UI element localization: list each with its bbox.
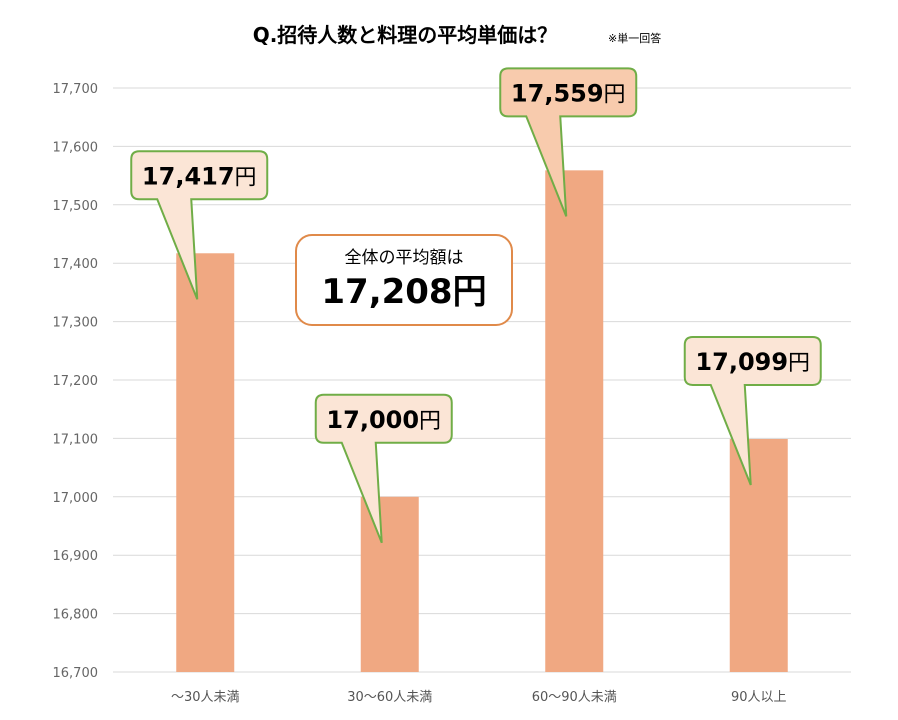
data-callout: 17,099円	[683, 335, 822, 486]
bars	[176, 170, 788, 672]
average-value: 17,208円	[321, 272, 486, 312]
average-box	[295, 234, 513, 326]
x-tick-label: 30〜60人未満	[347, 690, 432, 705]
y-axis: 16,700 16,800 16,900 17,000 17,100 17,200 17,3…	[53, 82, 99, 681]
y-tick-label: 17,500	[53, 199, 99, 214]
data-label: 17,417円	[142, 162, 257, 190]
y-tick-label: 17,200	[53, 374, 99, 389]
callout-bubble	[314, 393, 453, 544]
y-tick-label: 17,300	[53, 316, 99, 331]
x-tick-label: 90人以上	[731, 690, 787, 705]
y-tick-label: 17,700	[53, 82, 99, 97]
callout-bubble	[130, 150, 269, 300]
bar	[545, 170, 604, 672]
data-callout: 17,417円	[130, 150, 269, 300]
y-tick-label: 17,400	[53, 257, 99, 272]
x-axis: 〜30人未満 30〜60人未満 60〜90人未満 90人以上	[171, 690, 787, 705]
y-tick-label: 17,000	[53, 491, 99, 506]
data-callouts: 17,417円 17,000円 17,559円 17,099円	[130, 67, 822, 544]
gridlines	[113, 87, 851, 673]
data-label: 17,099円	[695, 348, 810, 376]
data-callout: 17,000円	[314, 393, 453, 544]
x-tick-label: 60〜90人未満	[532, 690, 617, 705]
y-tick-label: 16,900	[53, 549, 99, 564]
data-label: 17,559円	[511, 79, 626, 107]
data-label: 17,000円	[326, 406, 441, 434]
bar	[729, 438, 788, 672]
callout-bubble	[683, 335, 822, 486]
y-tick-label: 16,800	[53, 608, 99, 623]
average-label: 全体の平均額は	[345, 248, 464, 268]
bar	[360, 496, 419, 672]
data-callout: 17,559円	[499, 67, 638, 217]
x-tick-label: 〜30人未満	[171, 690, 240, 705]
y-tick-label: 17,100	[53, 432, 99, 447]
average-annotation: 全体の平均額は 17,208円	[295, 234, 513, 326]
y-tick-label: 16,700	[53, 666, 99, 681]
y-tick-label: 17,600	[53, 140, 99, 155]
bar	[176, 253, 235, 672]
chart-title: Q.招待人数と料理の平均単価は？	[253, 23, 558, 47]
callout-bubble	[499, 67, 638, 217]
chart-subtitle: ※単一回答	[608, 31, 661, 45]
